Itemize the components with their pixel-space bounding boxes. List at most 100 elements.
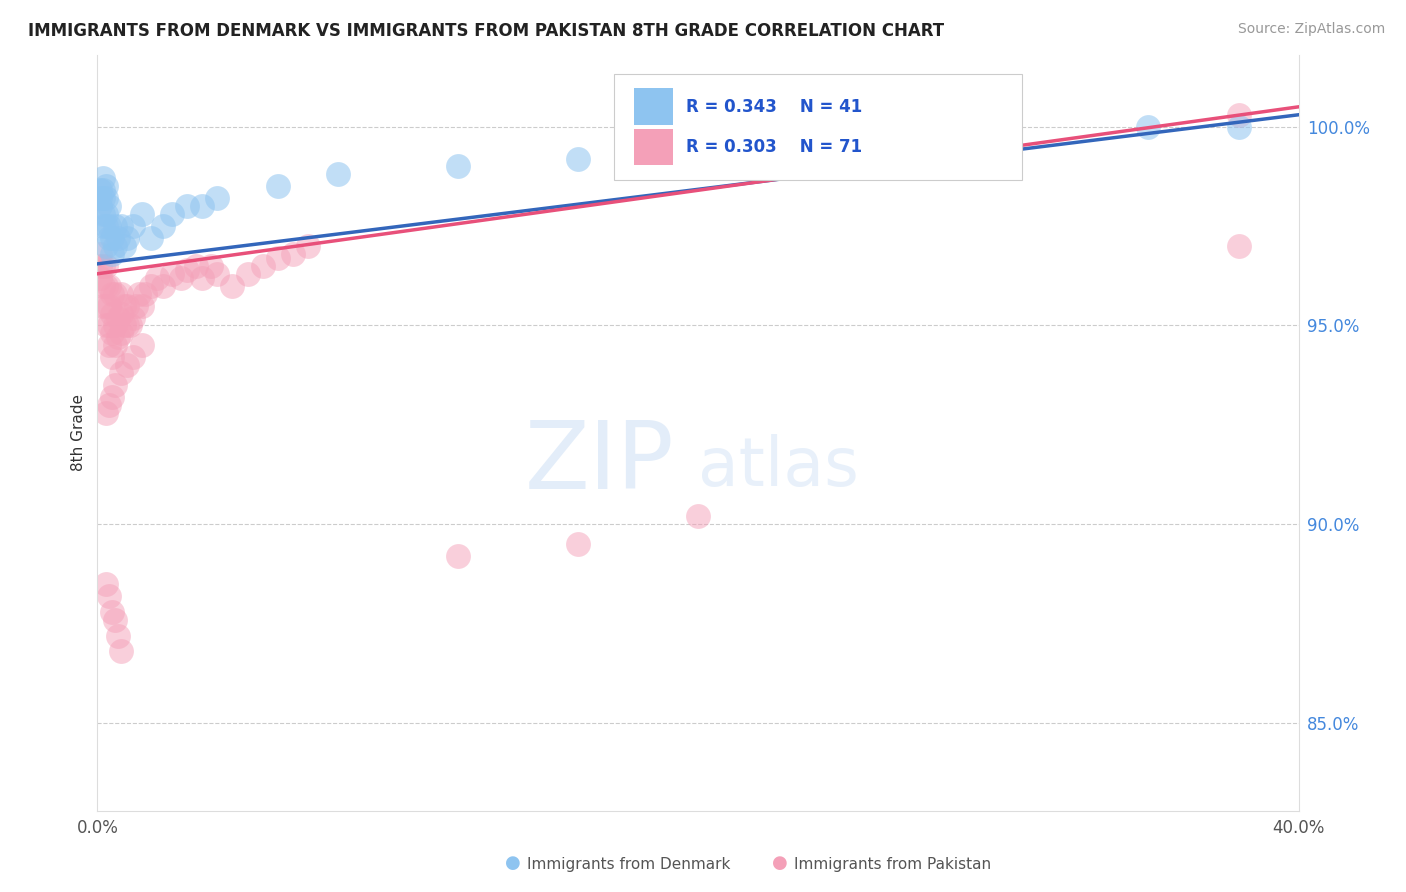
Point [266,179,288,194]
Point [447,549,470,563]
Point [117,231,139,245]
FancyBboxPatch shape [634,88,672,125]
Point [117,358,139,372]
Point [104,286,127,301]
Point [93,299,115,313]
Point [101,326,124,341]
Point [117,299,139,313]
Text: R = 0.343    N = 41: R = 0.343 N = 41 [686,97,862,115]
Point [117,318,139,333]
Point [162,207,184,221]
Text: R = 0.303    N = 71: R = 0.303 N = 71 [686,138,862,156]
Point [101,247,124,261]
Point [101,390,124,404]
Point [107,629,129,643]
Point [131,207,153,221]
Point [93,259,115,273]
Point [200,259,222,273]
Point [89,247,111,261]
Point [112,299,135,313]
Point [98,589,121,603]
Point [107,310,129,325]
Point [141,278,163,293]
Point [96,239,118,253]
Point [112,239,135,253]
Point [122,351,145,365]
Text: ●: ● [505,855,522,872]
Point [110,286,132,301]
Point [110,219,132,233]
Point [686,509,709,524]
Point [89,259,111,273]
Point [93,278,115,293]
Point [207,191,229,205]
Point [98,398,121,412]
Point [987,128,1010,142]
Point [326,168,349,182]
Point [104,219,127,233]
Point [134,286,156,301]
Point [297,239,319,253]
Point [1227,120,1250,134]
Point [125,299,148,313]
Point [104,318,127,333]
Point [98,231,121,245]
Point [98,318,121,333]
Point [567,152,589,166]
Point [96,299,118,313]
Text: Source: ZipAtlas.com: Source: ZipAtlas.com [1237,22,1385,37]
Point [93,207,115,221]
Point [221,278,243,293]
Point [96,219,118,233]
Point [93,171,115,186]
Point [162,267,184,281]
Point [93,183,115,197]
Point [96,207,118,221]
Text: Immigrants from Pakistan: Immigrants from Pakistan [794,857,991,872]
Point [96,179,118,194]
Point [104,338,127,352]
Point [110,644,132,658]
Point [104,239,127,253]
Y-axis label: 8th Grade: 8th Grade [72,394,86,471]
Point [266,251,288,265]
Point [107,330,129,344]
Point [281,247,304,261]
Text: IMMIGRANTS FROM DENMARK VS IMMIGRANTS FROM PAKISTAN 8TH GRADE CORRELATION CHART: IMMIGRANTS FROM DENMARK VS IMMIGRANTS FR… [28,22,945,40]
Point [96,406,118,420]
Point [110,307,132,321]
Point [98,199,121,213]
Point [98,299,121,313]
Point [89,199,111,213]
Point [104,378,127,392]
Point [107,231,129,245]
Point [252,259,274,273]
Point [146,270,169,285]
Point [122,219,145,233]
Point [176,262,198,277]
Point [120,318,142,333]
Point [89,270,111,285]
Point [131,338,153,352]
FancyBboxPatch shape [614,74,1022,180]
Point [170,270,193,285]
Point [93,219,115,233]
Point [93,191,115,205]
Point [686,139,709,153]
Point [186,259,208,273]
Point [131,299,153,313]
Point [96,259,118,273]
Point [101,286,124,301]
Point [191,270,214,285]
Point [1227,108,1250,122]
Point [1137,120,1160,134]
Point [89,183,111,197]
Point [122,310,145,325]
Point [447,160,470,174]
Point [96,191,118,205]
Point [152,278,174,293]
Point [104,613,127,627]
Point [176,199,198,213]
Point [98,278,121,293]
Point [101,605,124,619]
